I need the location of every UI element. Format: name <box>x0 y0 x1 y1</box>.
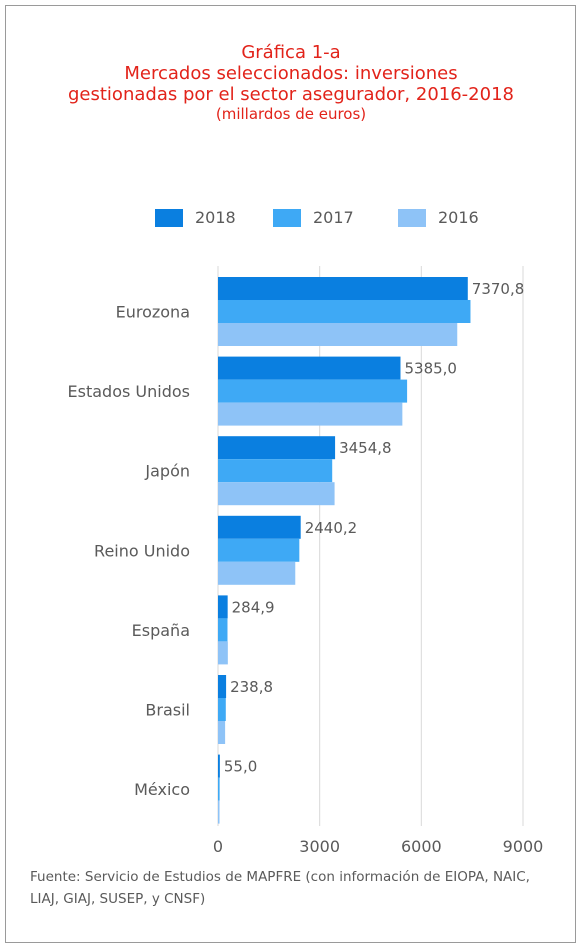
bar-japon-2016 <box>218 482 335 506</box>
legend-label-2016: 2016 <box>438 208 479 227</box>
category-label-reino-unido: Reino Unido <box>94 541 190 560</box>
bar-brasil-2018 <box>218 675 227 698</box>
bar-mexico-2018 <box>218 754 220 778</box>
x-tick-label-6000: 6000 <box>401 837 442 856</box>
data-label-brasil: 238,8 <box>230 678 273 696</box>
bar-estados-unidos-2018 <box>218 356 401 380</box>
bar-reino-unido-2017 <box>218 538 300 562</box>
bar-espana-2016 <box>218 641 228 665</box>
bar-espana-2018 <box>218 595 228 619</box>
x-tick-label-9000: 9000 <box>503 837 544 856</box>
x-tick-label-3000: 3000 <box>299 837 340 856</box>
chart-subtitle: (millardos de euros) <box>215 105 367 123</box>
legend-swatch-2017 <box>273 209 301 227</box>
bar-reino-unido-2016 <box>218 561 296 585</box>
x-tick-label-0: 0 <box>213 837 223 856</box>
bar-espana-2017 <box>218 618 228 642</box>
bar-eurozona-2016 <box>218 323 458 346</box>
bar-mexico-2017 <box>218 777 220 801</box>
category-label-eurozona: Eurozona <box>116 303 190 322</box>
data-label-espana: 284,9 <box>232 598 275 616</box>
bar-japon-2017 <box>218 459 333 483</box>
bar-eurozona-2018 <box>218 277 468 300</box>
data-label-estados-unidos: 5385,0 <box>404 360 457 378</box>
data-label-japon: 3454,8 <box>339 439 392 457</box>
source-note: Fuente: Servicio de Estudios de MAPFRE (… <box>30 869 530 907</box>
bar-mexico-2016 <box>218 800 220 824</box>
category-label-mexico: México <box>134 780 190 799</box>
data-label-eurozona: 7370,8 <box>472 280 525 298</box>
bar-estados-unidos-2017 <box>218 379 408 403</box>
legend-label-2017: 2017 <box>313 208 354 227</box>
category-label-espana: España <box>132 621 190 640</box>
chart-title-block: Gráfica 1-a Mercados seleccionados: inve… <box>0 42 582 124</box>
legend-label-2018: 2018 <box>195 208 236 227</box>
bar-estados-unidos-2016 <box>218 402 403 426</box>
legend: 2018 2017 2016 <box>0 206 582 230</box>
bar-brasil-2017 <box>218 698 226 721</box>
category-label-brasil: Brasil <box>145 701 190 720</box>
bar-eurozona-2017 <box>218 300 471 323</box>
bar-reino-unido-2018 <box>218 515 301 539</box>
chart-title-line-2: Mercados seleccionados: inversiones <box>124 63 458 84</box>
bar-japon-2018 <box>218 436 336 460</box>
chart-title-line-3: gestionadas por el sector asegurador, 20… <box>68 84 514 105</box>
legend-swatch-2018 <box>155 209 183 227</box>
category-label-estados-unidos: Estados Unidos <box>68 382 190 401</box>
data-label-mexico: 55,0 <box>224 758 257 776</box>
chart-title-line-1: Gráfica 1-a <box>241 42 341 63</box>
category-label-japon: Japón <box>144 462 190 481</box>
data-label-reino-unido: 2440,2 <box>305 519 358 537</box>
bar-brasil-2016 <box>218 721 226 744</box>
legend-swatch-2016 <box>398 209 426 227</box>
